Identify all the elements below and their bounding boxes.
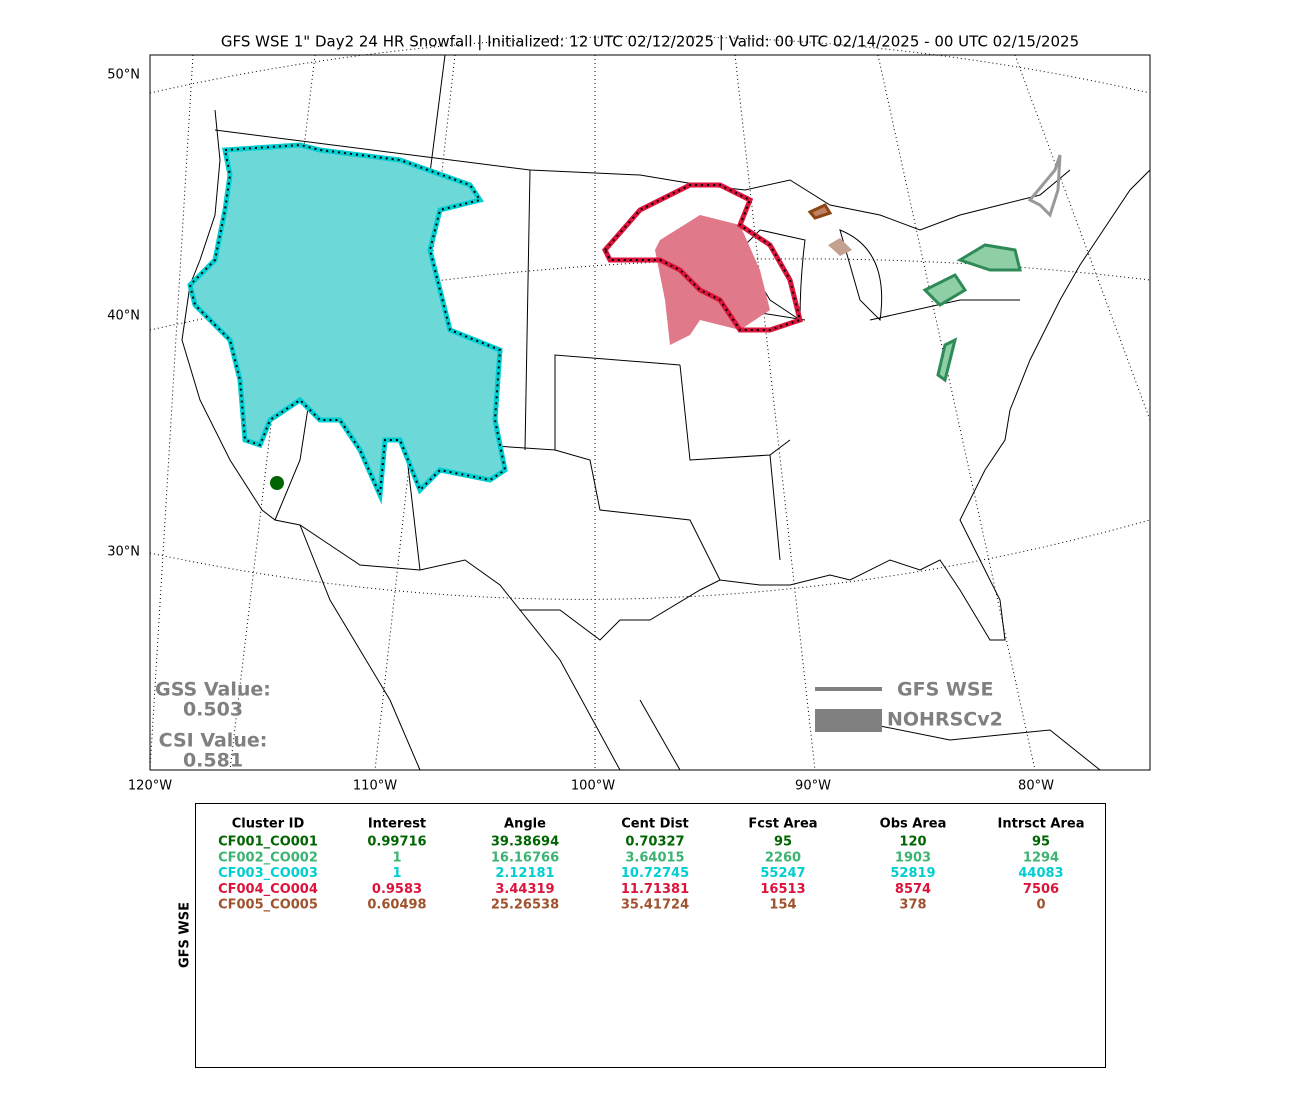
table-cell: 39.38694 <box>491 835 559 850</box>
cluster-gray <box>1027 154 1062 218</box>
table-cell: 120 <box>899 835 926 850</box>
table-body: Cluster ID Interest Angle Cent Dist Fcst Are… <box>218 817 1084 913</box>
scores: GSS Value:0.503 CSI Value:0.581 <box>155 679 271 772</box>
table-cell: 1294 <box>1023 850 1059 865</box>
cluster-4-obs <box>655 215 770 345</box>
score-value: 0.581 <box>183 750 243 772</box>
table-cell: 1 <box>392 866 401 881</box>
table-cell: 7506 <box>1023 882 1059 897</box>
table-cell: 2260 <box>765 850 801 865</box>
table-cell: 52819 <box>890 866 935 881</box>
legend-label: GFS WSE <box>897 679 994 701</box>
table: GFS WSE Cluster ID Interest Angle Cent Dist… <box>178 803 1106 1068</box>
table-cell: 95 <box>1032 835 1050 850</box>
map: 50°N 40°N 30°N 120°W 110°W 100°W 90°W 80°W GSS… <box>107 36 1151 794</box>
table-cell: 1903 <box>895 850 931 865</box>
column-header: Cent Dist <box>621 817 689 832</box>
column-header: Cluster ID <box>232 817 305 832</box>
legend-swatch <box>815 709 882 732</box>
table-cell: 0.9583 <box>372 882 422 897</box>
table-cell: CF005_CO005 <box>218 898 318 913</box>
cluster-5 <box>807 203 833 220</box>
table-cell: 16513 <box>760 882 805 897</box>
table-cell: 3.64015 <box>625 850 684 865</box>
table-cell: 25.26538 <box>491 898 559 913</box>
clusters <box>187 142 1062 505</box>
legend-label: NOHRSCv2 <box>887 709 1003 731</box>
table-cell: 0.60498 <box>367 898 426 913</box>
table-cell: 0.70327 <box>625 835 684 850</box>
score-label: CSI Value: <box>159 730 268 752</box>
score-label: GSS Value: <box>155 679 271 701</box>
table-cell: 16.16766 <box>491 850 559 865</box>
table-cell: 44083 <box>1018 866 1063 881</box>
column-header: Obs Area <box>880 817 947 832</box>
lat-label: 40°N <box>107 309 140 324</box>
cluster-4 <box>602 182 803 333</box>
lat-label: 50°N <box>107 68 140 83</box>
table-side-label: GFS WSE <box>178 902 193 968</box>
column-header: Angle <box>504 817 546 832</box>
table-cell: CF002_CO002 <box>218 850 318 865</box>
table-cell: 3.44319 <box>495 882 554 897</box>
lon-label: 110°W <box>353 779 397 794</box>
table-cell: 154 <box>769 898 796 913</box>
table-cell: CF003_CO003 <box>218 866 318 881</box>
table-cell: 2.12181 <box>495 866 554 881</box>
table-cell: 55247 <box>760 866 805 881</box>
table-cell: 0.99716 <box>367 835 426 850</box>
cluster-1 <box>270 476 284 490</box>
lat-labels: 50°N 40°N 30°N <box>107 68 140 560</box>
legend: GFS WSE NOHRSCv2 <box>815 679 1003 732</box>
lon-label: 90°W <box>795 779 831 794</box>
table-cell: 35.41724 <box>621 898 689 913</box>
cluster-2 <box>922 243 1022 383</box>
cluster-5-obs <box>828 238 852 256</box>
table-cell: 8574 <box>895 882 931 897</box>
column-header: Interest <box>368 817 426 832</box>
table-cell: CF001_CO001 <box>218 835 318 850</box>
lon-label: 80°W <box>1018 779 1054 794</box>
score-value: 0.503 <box>183 699 243 721</box>
column-header: Intrsct Area <box>998 817 1085 832</box>
table-cell: 1 <box>392 850 401 865</box>
table-cell: 11.71381 <box>621 882 689 897</box>
table-cell: 10.72745 <box>621 866 689 881</box>
table-cell: CF004_CO004 <box>218 882 318 897</box>
lat-label: 30°N <box>107 545 140 560</box>
table-cell: 378 <box>899 898 926 913</box>
table-cell: 95 <box>774 835 792 850</box>
column-header: Fcst Area <box>748 817 817 832</box>
table-cell: 0 <box>1036 898 1045 913</box>
lon-labels: 120°W 110°W 100°W 90°W 80°W <box>128 779 1054 794</box>
lon-label: 120°W <box>128 779 172 794</box>
lon-label: 100°W <box>571 779 615 794</box>
table-frame <box>195 803 1106 1068</box>
title: GFS WSE 1" Day2 24 HR Snowfall | Initial… <box>221 33 1079 51</box>
